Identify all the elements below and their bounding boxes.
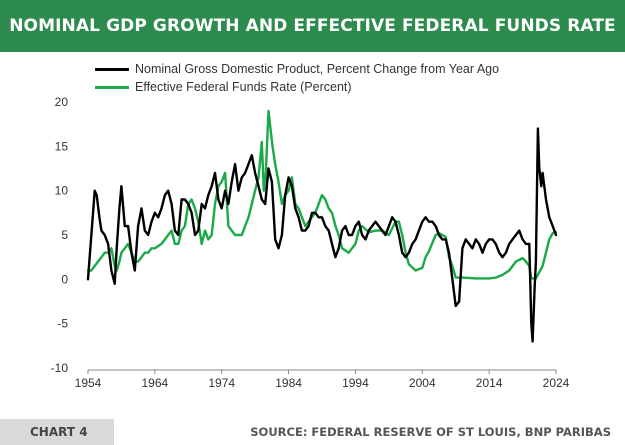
legend-swatch-ffr [95,85,129,89]
axis-layer: 1954 1964 1974 1984 1994 2004 2014 2024 20 15 10 5 0… [51,95,570,390]
y-tick-label: -5 [57,317,68,331]
chart-title: NOMINAL GDP GROWTH AND EFFECTIVE FEDERAL… [9,16,616,36]
x-tick-label: 1984 [275,376,302,390]
x-tick-label: 1994 [342,376,369,390]
y-tick-label: 10 [55,184,69,198]
series-layer [86,109,558,343]
fed-funds-rate-line [86,109,558,280]
line-chart: 1954 1964 1974 1984 1994 2004 2014 2024 20 15 10 5 0… [51,95,570,390]
legend-item-gdp: Nominal Gross Domestic Product, Percent … [95,60,499,78]
chart-header: NOMINAL GDP GROWTH AND EFFECTIVE FEDERAL… [0,0,625,52]
x-tick-label: 2004 [409,376,436,390]
legend-label-gdp: Nominal Gross Domestic Product, Percent … [135,62,500,76]
y-tick-label: 5 [61,228,68,242]
y-tick-label: 0 [61,272,68,286]
x-tick-label: 1964 [142,376,169,390]
source-note: SOURCE: FEDERAL RESERVE OF ST LOUIS, BNP… [250,425,611,439]
legend-label-ffr: Effective Federal Funds Rate (Percent) [135,80,352,94]
x-tick-label: 2014 [476,376,503,390]
y-tick-label: -10 [51,361,69,375]
y-tick-label: 20 [55,95,69,109]
x-tick-label: 1954 [75,376,102,390]
chart-legend: Nominal Gross Domestic Product, Percent … [95,60,499,96]
chart-footer: CHART 4 SOURCE: FEDERAL RESERVE OF ST LO… [0,419,625,445]
legend-item-ffr: Effective Federal Funds Rate (Percent) [95,78,499,96]
x-tick-label: 1974 [208,376,235,390]
legend-swatch-gdp [95,67,129,71]
gdp-growth-line [86,127,558,343]
y-tick-label: 15 [55,139,69,153]
x-tick-label: 2024 [543,376,570,390]
chart-number-label: CHART 4 [0,419,114,445]
